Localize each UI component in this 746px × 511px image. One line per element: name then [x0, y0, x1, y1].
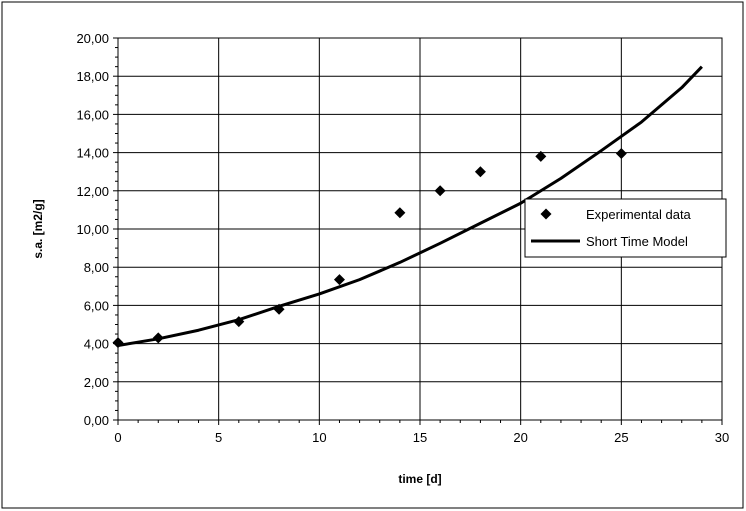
- data-point: [273, 303, 285, 315]
- y-tick-label-10: 10,00: [76, 222, 109, 237]
- legend: Experimental data Short Time Model: [524, 198, 727, 258]
- series-points-group: [112, 148, 627, 349]
- data-point: [152, 332, 164, 344]
- data-point: [394, 207, 406, 219]
- x-tick-label-30: 30: [715, 430, 729, 445]
- data-point: [535, 150, 547, 162]
- y-tick-label-2: 2,00: [84, 375, 109, 390]
- x-tick-label-15: 15: [413, 430, 427, 445]
- y-axis-ticks: 0,00 2,00 4,00 6,00 8,00 10,00 12,00 14,00 16,00…: [76, 31, 118, 428]
- x-tick-label-10: 10: [312, 430, 326, 445]
- x-tick-label-0: 0: [114, 430, 121, 445]
- x-axis-title: time [d]: [398, 472, 441, 486]
- x-axis-ticks: 0 5 10 15 20 25 30: [114, 420, 729, 445]
- data-point: [333, 274, 345, 286]
- data-point: [615, 148, 627, 160]
- series-line-group: [117, 65, 703, 347]
- x-tick-label-5: 5: [215, 430, 222, 445]
- x-tick-label-20: 20: [513, 430, 527, 445]
- data-point: [112, 337, 124, 349]
- legend-label-experimental: Experimental data: [586, 207, 692, 222]
- y-tick-label-18: 18,00: [76, 69, 109, 84]
- data-point: [434, 185, 446, 197]
- legend-marker-diamond: [540, 208, 552, 220]
- y-tick-label-8: 8,00: [84, 260, 109, 275]
- legend-box: [524, 198, 727, 258]
- x-tick-label-25: 25: [614, 430, 628, 445]
- y-tick-label-14: 14,00: [76, 146, 109, 161]
- y-tick-label-12: 12,00: [76, 184, 109, 199]
- y-tick-label-4: 4,00: [84, 337, 109, 352]
- y-tick-label-6: 6,00: [84, 298, 109, 313]
- series-line-short-time-model: [117, 65, 703, 347]
- y-axis-title: s.a. [m2/g]: [31, 199, 45, 258]
- legend-label-model: Short Time Model: [586, 234, 688, 249]
- data-point: [474, 166, 486, 178]
- data-point: [233, 316, 245, 328]
- y-tick-label-20: 20,00: [76, 31, 109, 46]
- y-tick-label-0: 0,00: [84, 413, 109, 428]
- y-tick-label-16: 16,00: [76, 107, 109, 122]
